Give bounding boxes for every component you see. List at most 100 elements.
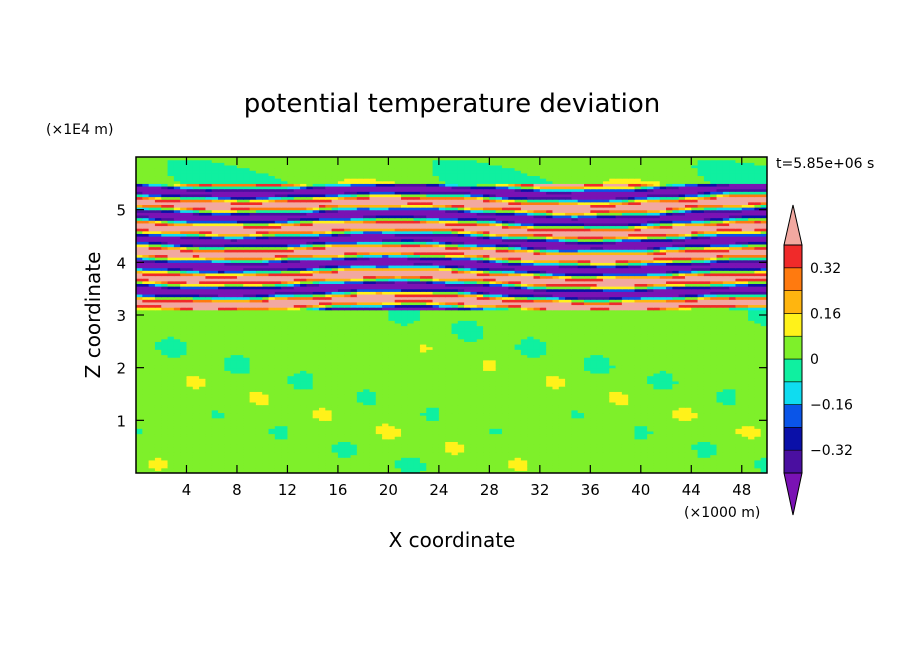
field-cell — [722, 367, 730, 371]
field-cell — [243, 346, 251, 350]
field-cell — [407, 462, 415, 466]
field-cell — [596, 454, 604, 458]
field-cell — [300, 365, 307, 369]
field-cell — [464, 354, 472, 358]
field-cell — [609, 417, 617, 421]
field-cell — [584, 396, 591, 400]
field-cell — [697, 359, 705, 363]
field-cell — [356, 351, 364, 356]
field-cell — [243, 449, 251, 453]
field-cell — [136, 412, 143, 416]
field-cell — [394, 412, 402, 416]
field-cell — [167, 417, 175, 421]
field-cell — [218, 444, 225, 448]
field-cell — [464, 415, 472, 419]
field-cell — [243, 433, 251, 437]
field-cell — [539, 428, 547, 432]
field-cell — [489, 367, 497, 371]
field-cell — [432, 412, 440, 416]
field-cell — [426, 375, 434, 379]
field-cell — [419, 441, 427, 445]
field-cell — [445, 459, 453, 464]
field-cell — [609, 375, 617, 379]
field-cell — [565, 428, 572, 432]
field-cell — [344, 372, 352, 377]
field-cell — [318, 407, 326, 411]
field-cell — [211, 396, 219, 400]
field-cell — [224, 380, 232, 385]
field-cell — [602, 446, 610, 450]
field-cell — [729, 396, 737, 400]
field-cell — [148, 444, 156, 448]
field-cell — [558, 433, 566, 437]
field-cell — [199, 459, 207, 464]
field-cell — [344, 449, 352, 453]
field-cell — [527, 391, 535, 395]
field-cell — [337, 367, 345, 371]
field-cell — [161, 375, 169, 379]
field-cell — [716, 451, 724, 456]
field-cell — [609, 388, 617, 392]
field-cell — [716, 420, 724, 424]
field-cell — [230, 467, 238, 471]
field-cell — [722, 394, 730, 398]
field-cell — [344, 446, 352, 450]
field-cell — [224, 417, 232, 421]
field-cell — [154, 367, 162, 371]
field-cell — [142, 467, 150, 471]
field-cell — [596, 365, 604, 369]
field-cell — [596, 367, 604, 371]
field-cell — [293, 359, 301, 363]
field-cell — [489, 401, 497, 406]
field-cell — [438, 430, 446, 435]
field-cell — [678, 349, 686, 353]
field-cell — [350, 362, 358, 366]
field-cell — [306, 451, 314, 456]
field-cell — [527, 386, 535, 390]
field-cell — [306, 449, 314, 453]
field-cell — [173, 412, 181, 416]
field-cell — [672, 420, 680, 424]
field-cell — [438, 394, 446, 398]
field-cell — [312, 425, 320, 429]
field-cell — [697, 365, 705, 369]
field-cell — [262, 349, 270, 353]
field-cell — [154, 365, 162, 369]
field-cell — [621, 357, 629, 361]
field-cell — [703, 470, 711, 473]
field-cell — [344, 346, 352, 350]
field-cell — [325, 467, 333, 471]
field-cell — [293, 457, 301, 461]
field-cell — [539, 346, 547, 350]
field-cell — [274, 430, 282, 435]
field-cell — [464, 388, 472, 392]
field-cell — [331, 349, 339, 353]
field-cell — [735, 425, 743, 429]
field-cell — [268, 372, 276, 377]
field-cell — [527, 404, 535, 408]
field-cell — [148, 378, 156, 382]
field-cell — [647, 399, 655, 403]
field-cell — [136, 430, 143, 435]
field-cell — [388, 470, 396, 473]
field-cell — [659, 441, 667, 445]
field-cell — [161, 365, 169, 369]
field-cell — [243, 357, 251, 361]
field-cell — [691, 354, 699, 358]
field-cell — [508, 359, 516, 363]
field-cell — [312, 370, 320, 374]
field-cell — [666, 396, 673, 400]
field-cell — [489, 407, 497, 411]
field-cell — [161, 370, 169, 374]
field-cell — [224, 462, 232, 466]
field-cell — [666, 428, 673, 432]
field-cell — [476, 380, 484, 385]
field-cell — [647, 370, 655, 374]
field-cell — [287, 454, 295, 458]
field-cell — [173, 370, 181, 374]
field-cell — [741, 433, 749, 437]
field-cell — [262, 375, 270, 379]
field-cell — [735, 449, 743, 453]
field-cell — [508, 391, 516, 395]
field-cell — [419, 449, 427, 453]
